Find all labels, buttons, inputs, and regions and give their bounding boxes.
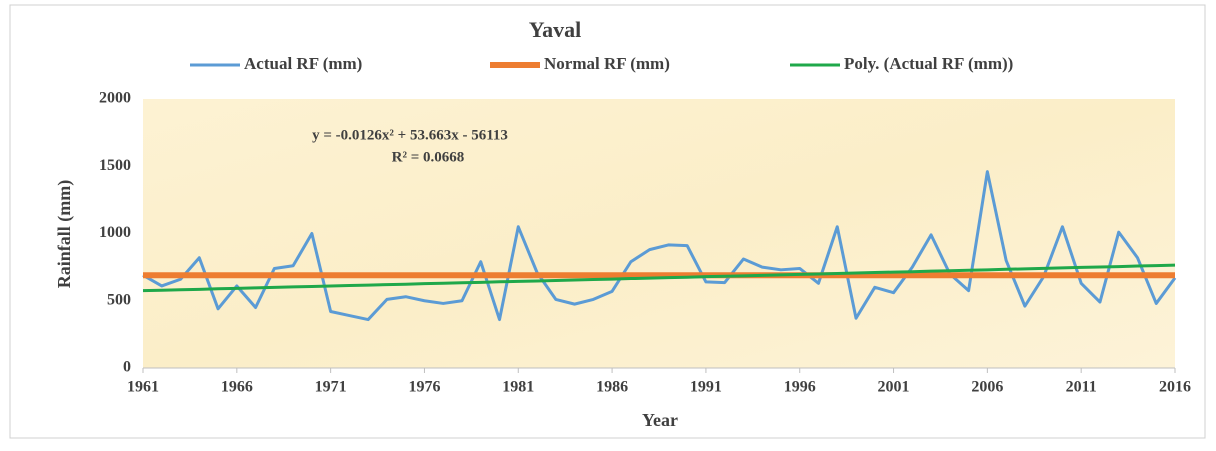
x-tick-label: 1986 bbox=[596, 379, 628, 396]
x-tick-label: 1976 bbox=[408, 379, 440, 396]
x-axis-title: Year bbox=[642, 410, 678, 430]
y-tick-label: 1500 bbox=[99, 157, 131, 174]
x-tick-label: 2001 bbox=[878, 379, 910, 396]
x-tick-label: 1966 bbox=[221, 379, 253, 396]
y-tick-label: 2000 bbox=[99, 90, 131, 107]
y-axis-title: Rainfall (mm) bbox=[54, 180, 75, 288]
y-tick-label: 500 bbox=[107, 291, 131, 308]
x-tick-label: 2016 bbox=[1159, 379, 1191, 396]
series-line bbox=[142, 263, 1176, 293]
legend-label: Actual RF (mm) bbox=[244, 54, 362, 73]
legend-label: Poly. (Actual RF (mm)) bbox=[844, 54, 1013, 73]
x-tick-label: 2011 bbox=[1066, 379, 1097, 396]
annotation: y = -0.0126x² + 53.663x - 56113 bbox=[312, 127, 508, 143]
x-tick-label: 1981 bbox=[502, 379, 534, 396]
x-tick-label: 1971 bbox=[315, 379, 347, 396]
x-tick-label: 1961 bbox=[127, 379, 159, 396]
plot-area bbox=[143, 99, 1175, 368]
y-tick-label: 0 bbox=[123, 359, 131, 376]
y-tick-label: 1000 bbox=[99, 224, 131, 241]
x-tick-label: 2006 bbox=[971, 379, 1003, 396]
x-tick-label: 1991 bbox=[690, 379, 722, 396]
annotation: R² = 0.0668 bbox=[392, 149, 465, 165]
x-tick-label: 1996 bbox=[784, 379, 816, 396]
chart-title: Yaval bbox=[529, 17, 582, 42]
series-line bbox=[142, 170, 1177, 322]
legend-label: Normal RF (mm) bbox=[544, 54, 670, 73]
